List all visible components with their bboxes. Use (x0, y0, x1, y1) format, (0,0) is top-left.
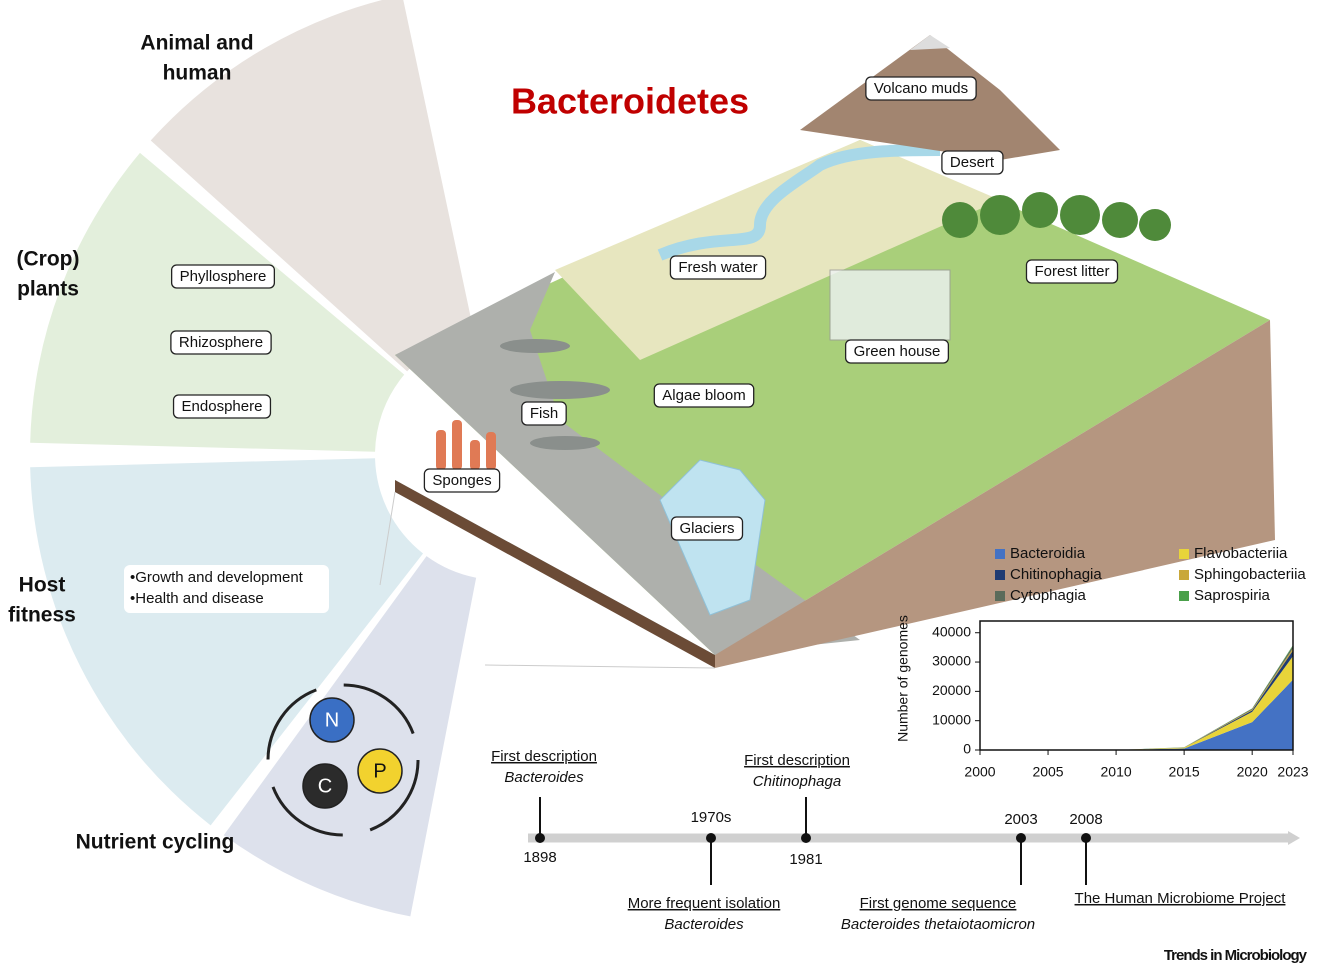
title: Bacteroidetes (511, 81, 749, 122)
habitat-label: Glaciers (679, 520, 734, 537)
timeline-subtitle: Bacteroides thetaiotaomicron (841, 916, 1035, 933)
x-tick-label: 2015 (1169, 764, 1200, 780)
habitat-label-group: Fish (522, 402, 566, 425)
legend-label: Chitinophagia (1010, 566, 1102, 583)
habitat-label: Algae bloom (662, 387, 745, 404)
timeline-title: First description (744, 752, 850, 769)
y-tick-label: 30000 (932, 653, 971, 669)
legend-swatch (1179, 549, 1189, 559)
sector-label: fitness (8, 604, 76, 627)
habitat-label-group: Green house (846, 340, 949, 363)
sector-label: Animal and (140, 32, 253, 55)
x-tick-label: 2020 (1237, 764, 1268, 780)
habitat-label: Fish (530, 405, 558, 422)
legend-swatch (1179, 570, 1189, 580)
plant-zone: Endosphere (182, 398, 263, 415)
connector (485, 665, 715, 668)
habitat-label-group: Algae bloom (654, 384, 753, 407)
fitness-item: •Growth and development (130, 569, 304, 586)
nutrient-label: C (318, 775, 332, 797)
timeline-title: More frequent isolation (628, 895, 781, 912)
sector-label: Nutrient cycling (76, 831, 235, 854)
nutrient-label: N (325, 709, 339, 731)
legend-swatch (995, 570, 1005, 580)
y-tick-label: 20000 (932, 682, 971, 698)
timeline-title: First genome sequence (860, 895, 1017, 912)
timeline-arrow (1288, 831, 1300, 845)
x-tick-label: 2023 (1277, 764, 1308, 780)
snow (910, 35, 950, 50)
y-tick-label: 40000 (932, 623, 971, 639)
y-tick-label: 10000 (932, 711, 971, 727)
legend-label: Cytophagia (1010, 587, 1087, 604)
legend-label: Bacteroidia (1010, 545, 1086, 562)
sector-label: Host (19, 574, 66, 597)
legend-swatch (995, 591, 1005, 601)
plant-zone: Phyllosphere (180, 268, 267, 285)
legend-swatch (1179, 591, 1189, 601)
fitness-item: •Health and disease (130, 590, 264, 607)
timeline-title: The Human Microbiome Project (1075, 890, 1287, 907)
y-tick-label: 0 (963, 741, 971, 757)
timeline-year: 1981 (789, 851, 822, 868)
timeline-year: 1898 (523, 849, 556, 866)
plant-zone: Rhizosphere (179, 334, 263, 351)
legend-label: Flavobacteriia (1194, 545, 1288, 562)
legend-label: Sphingobacteriia (1194, 566, 1306, 583)
background-art (30, 0, 1275, 916)
figure: Bacteroidetes Trends in Microbiology Ani… (0, 0, 1321, 966)
credit: Trends in Microbiology (1164, 947, 1308, 964)
timeline-subtitle: Chitinophaga (753, 773, 841, 790)
x-tick-label: 2010 (1101, 764, 1132, 780)
timeline-year: 2003 (1004, 811, 1037, 828)
fitness-box: •Growth and development •Health and disea… (124, 565, 329, 613)
habitat-label: Green house (854, 343, 941, 360)
greenhouse (830, 270, 950, 340)
sector-label: (Crop) (17, 248, 80, 271)
habitat-label: Sponges (432, 472, 491, 489)
habitat-label-group: Sponges (424, 469, 499, 492)
timeline-dot (1081, 833, 1091, 843)
habitat-label-group: Fresh water (670, 256, 765, 279)
timeline-subtitle: Bacteroides (504, 769, 584, 786)
habitat-label: Volcano muds (874, 80, 968, 97)
timeline-title: First description (491, 748, 597, 765)
habitat-label: Desert (950, 154, 995, 171)
sector-label: plants (17, 278, 79, 301)
legend-swatch (995, 549, 1005, 559)
timeline-year: 1970s (691, 809, 732, 826)
timeline-subtitle: Bacteroides (664, 916, 744, 933)
timeline-dot (1016, 833, 1026, 843)
habitat-label-group: Forest litter (1026, 260, 1117, 283)
nutrient-label: P (373, 760, 386, 782)
habitat-label-group: Volcano muds (866, 77, 976, 100)
timeline-dot (801, 833, 811, 843)
timeline-dot (535, 833, 545, 843)
habitat-label-group: Glaciers (671, 517, 742, 540)
plant-zone-group: Endosphere (174, 395, 271, 418)
y-axis-label: Number of genomes (895, 615, 911, 742)
x-tick-label: 2005 (1032, 764, 1063, 780)
timeline-year: 2008 (1069, 811, 1102, 828)
habitat-label: Forest litter (1034, 263, 1109, 280)
plant-zone-group: Rhizosphere (171, 331, 271, 354)
timeline-dot (706, 833, 716, 843)
legend-label: Saprospiria (1194, 587, 1271, 604)
sector-label: human (163, 62, 232, 85)
x-tick-label: 2000 (964, 764, 995, 780)
plant-zone-group: Phyllosphere (172, 265, 275, 288)
habitat-label-group: Desert (942, 151, 1003, 174)
habitat-label: Fresh water (678, 259, 757, 276)
